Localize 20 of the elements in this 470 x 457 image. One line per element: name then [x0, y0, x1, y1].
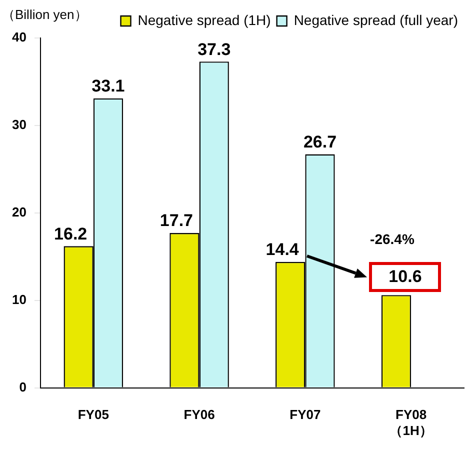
legend-label: Negative spread (full year) [294, 12, 458, 28]
data-label: 37.3 [198, 40, 231, 59]
x-tick-label: FY05 [78, 407, 109, 422]
legend-label: Negative spread (1H) [138, 12, 271, 28]
y-tick-label: 10 [12, 292, 26, 307]
y-tick-label: 0 [19, 379, 26, 394]
data-label: 16.2 [54, 224, 88, 244]
y-tick-label: 20 [12, 204, 26, 220]
x-tick-label: FY06 [184, 407, 215, 422]
data-label: 14.4 [266, 240, 300, 260]
x-tick-label: FY08 （1H） [390, 407, 432, 438]
y-axis-title: （Billion yen） [2, 6, 88, 24]
data-label: 33.1 [92, 76, 125, 96]
annotation: -26.4% [370, 230, 415, 247]
x-tick-label: FY07 [290, 407, 321, 422]
data-label: 26.7 [303, 132, 337, 152]
data-label: 17.7 [160, 211, 194, 230]
y-tick-label: 30 [12, 117, 26, 132]
y-tick-label: 40 [12, 30, 26, 45]
data-label: 10.6 [388, 266, 422, 286]
